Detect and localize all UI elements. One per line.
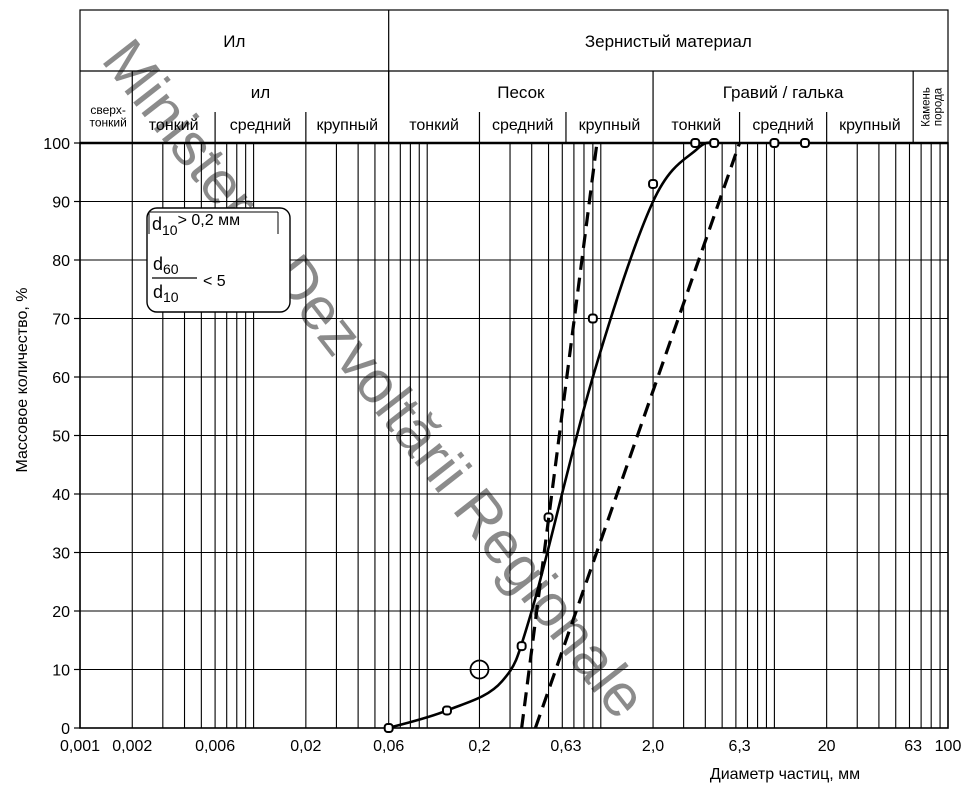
y-tick-label: 90 [52,195,70,212]
y-tick-label: 10 [52,663,70,680]
header-group-label: Ил [223,32,245,51]
y-tick-label: 0 [61,721,70,738]
data-point [801,139,809,147]
x-tick-label: 2,0 [642,738,664,755]
x-tick-label: 0,06 [373,738,404,755]
data-point [589,315,597,323]
header-fraction-label: сверх-тонкий [89,103,126,130]
x-tick-label: 20 [818,738,836,755]
data-point [518,642,526,650]
header-fraction-label: крупный [579,117,641,134]
x-tick-label: 6,3 [728,738,750,755]
header-fraction-label: тонкий [409,117,459,134]
y-tick-label: 100 [43,136,70,153]
y-tick-label: 30 [52,546,70,563]
header-subgroup-label: Песок [497,83,545,102]
data-point [691,139,699,147]
x-tick-label: 63 [904,738,922,755]
header-fraction-label: крупный [839,117,901,134]
data-point [649,180,657,188]
x-tick-label: 0,002 [112,738,152,755]
x-tick-label: 0,2 [468,738,490,755]
x-axis-title: Диаметр частиц, мм [710,766,860,783]
header-group-label: Зернистый материал [585,32,752,51]
header-subgroup-label: ил [251,83,270,102]
data-point [385,724,393,732]
y-tick-label: 40 [52,487,70,504]
y-tick-label: 70 [52,312,70,329]
header-fraction-label: тонкий [149,117,199,134]
data-point [710,139,718,147]
y-tick-label: 50 [52,429,70,446]
x-tick-label: 0,006 [195,738,235,755]
data-point [443,706,451,714]
y-axis-title: Массовое количество, % [14,288,31,473]
header-fraction-label: средний [230,117,292,134]
header-subgroup-label: Каменьпорода [921,87,945,127]
header-fraction-label: средний [752,117,814,134]
x-tick-label: 0,02 [290,738,321,755]
y-tick-label: 60 [52,370,70,387]
y-tick-label: 20 [52,604,70,621]
header-fraction-label: средний [492,117,554,134]
header-subgroup-label: Гравий / галька [723,83,844,102]
y-tick-label: 80 [52,253,70,270]
x-tick-label: 100 [935,738,962,755]
x-tick-label: 0,63 [550,738,581,755]
criterion-ratio-limit: < 5 [203,273,226,290]
header-fraction-label: крупный [316,117,378,134]
x-tick-label: 0,001 [60,738,100,755]
header-fraction-label: тонкий [671,117,721,134]
data-point [770,139,778,147]
